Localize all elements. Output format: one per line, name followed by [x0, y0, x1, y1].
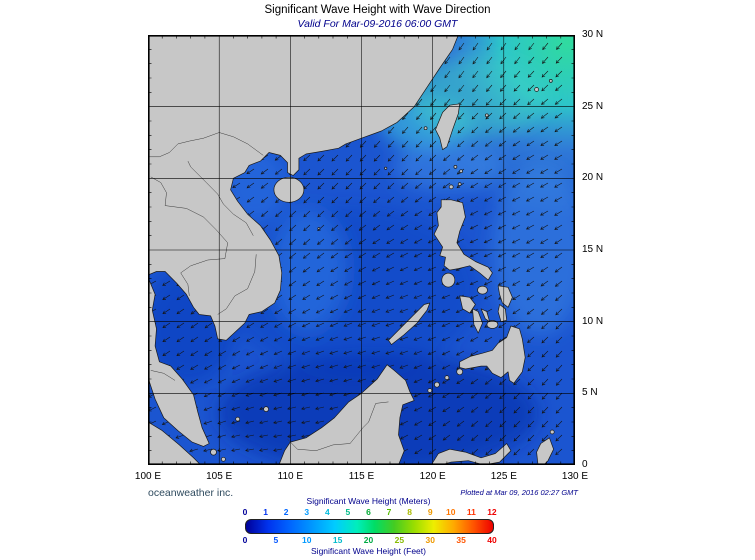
page-title: Significant Wave Height with Wave Direct… — [264, 4, 491, 16]
wave-map — [140, 34, 588, 473]
meters-tick-label: 10 — [446, 507, 456, 517]
feet-tick-row: 0 5 10 15 20 25 30 35 40 — [235, 535, 502, 545]
lat-tick-label: 5 N — [582, 387, 598, 399]
meters-tick-label: 5 — [345, 507, 351, 517]
meters-scale-title: Significant Wave Height (Meters) — [306, 496, 431, 506]
feet-tick-label: 25 — [394, 535, 405, 545]
meters-tick-row: 0 1 2 3 4 5 6 7 8 9 10 11 12 — [235, 507, 502, 517]
feet-tick-label: 30 — [425, 535, 435, 545]
credit-text: oceanweather inc. — [148, 487, 234, 499]
plot-timestamp: Plotted at Mar 09, 2016 02:27 GMT — [460, 488, 578, 497]
lon-tick-label: 110 E — [277, 471, 304, 482]
meters-tick-label: 3 — [304, 507, 310, 517]
meters-tick-label: 9 — [427, 507, 433, 517]
meters-tick-label: 8 — [407, 507, 412, 517]
meters-tick-label: 2 — [283, 507, 289, 517]
lat-tick-label: 0 — [582, 459, 588, 470]
meters-tick-label: 4 — [324, 507, 330, 517]
lat-tick-label: 10 N — [582, 315, 604, 327]
feet-tick-label: 0 — [242, 535, 248, 545]
meters-tick-label: 12 — [487, 507, 497, 517]
lon-tick-label: 105 E — [206, 471, 233, 482]
lat-tick-label: 30 N — [582, 29, 604, 40]
lon-tick-label: 120 E — [419, 471, 446, 482]
valid-time-subtitle: Valid For Mar-09-2016 06:00 GMT — [297, 18, 458, 30]
lat-tick-label: 25 N — [582, 100, 604, 112]
feet-tick-label: 5 — [273, 535, 279, 545]
feet-scale-title: Significant Wave Height (Feet) — [311, 546, 426, 556]
meters-tick-label: 11 — [466, 507, 476, 517]
feet-tick-label: 20 — [363, 535, 374, 545]
feet-tick-label: 15 — [332, 535, 343, 545]
lon-tick-label: 125 E — [490, 471, 517, 482]
meters-tick-label: 6 — [366, 507, 371, 517]
feet-tick-label: 40 — [487, 535, 497, 545]
meters-tick-label: 0 — [242, 507, 248, 517]
meters-tick-label: 7 — [386, 507, 392, 517]
lon-tick-label: 100 E — [134, 471, 162, 482]
feet-tick-label: 35 — [456, 535, 466, 545]
wave-height-colorbar — [245, 519, 494, 534]
lat-tick-label: 15 N — [582, 244, 604, 255]
lat-tick-label: 20 N — [582, 172, 604, 184]
lon-tick-label: 130 E — [561, 471, 589, 482]
lon-tick-label: 115 E — [348, 471, 375, 482]
meters-tick-label: 1 — [263, 507, 268, 517]
feet-tick-label: 10 — [302, 535, 312, 545]
